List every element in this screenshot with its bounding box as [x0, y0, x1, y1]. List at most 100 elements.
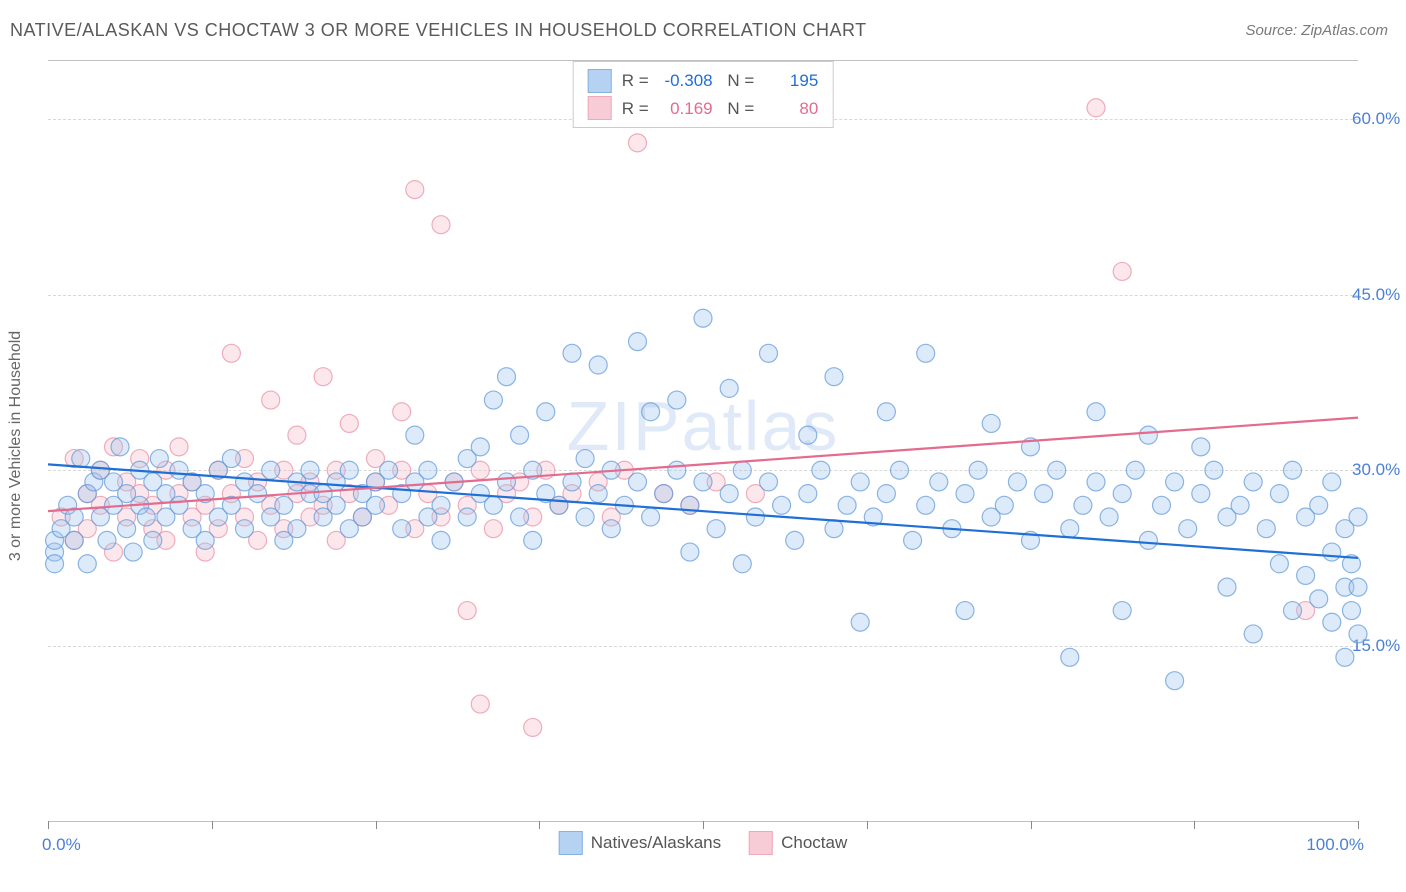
scatter-point-natives [498, 473, 516, 491]
x-tick [1194, 821, 1195, 829]
scatter-point-natives [1205, 461, 1223, 479]
y-axis-label: 3 or more Vehicles in Household [7, 331, 25, 561]
x-tick-label-min: 0.0% [42, 835, 81, 855]
scatter-point-natives [1231, 496, 1249, 514]
scatter-point-natives [1270, 555, 1288, 573]
scatter-point-natives [563, 344, 581, 362]
scatter-point-natives [1349, 625, 1367, 643]
scatter-point-natives [484, 496, 502, 514]
scatter-point-natives [1323, 543, 1341, 561]
scatter-point-natives [629, 333, 647, 351]
scatter-point-natives [1310, 590, 1328, 608]
scatter-point-natives [1257, 520, 1275, 538]
scatter-point-natives [484, 391, 502, 409]
y-tick-label: 45.0% [1352, 285, 1406, 305]
x-tick [48, 821, 49, 829]
scatter-point-choctaw [1113, 262, 1131, 280]
scatter-point-natives [655, 485, 673, 503]
scatter-point-natives [917, 344, 935, 362]
stat-n-choctaw: 80 [764, 96, 818, 122]
scatter-point-natives [930, 473, 948, 491]
scatter-point-choctaw [484, 520, 502, 538]
correlation-stats-box: R = -0.308 N = 195 R = 0.169 N = 80 [573, 61, 834, 128]
scatter-point-choctaw [314, 368, 332, 386]
legend-bottom: Natives/Alaskans Choctaw [559, 831, 848, 855]
x-tick-label-max: 100.0% [1306, 835, 1364, 855]
scatter-point-natives [236, 520, 254, 538]
scatter-point-natives [1218, 578, 1236, 596]
scatter-point-natives [1349, 578, 1367, 596]
scatter-point-natives [406, 426, 424, 444]
scatter-point-natives [1336, 648, 1354, 666]
scatter-point-natives [733, 555, 751, 573]
scatter-point-natives [432, 531, 450, 549]
scatter-point-natives [1270, 485, 1288, 503]
scatter-point-natives [825, 520, 843, 538]
scatter-point-natives [1166, 672, 1184, 690]
scatter-point-choctaw [432, 216, 450, 234]
scatter-point-choctaw [288, 426, 306, 444]
scatter-point-natives [668, 391, 686, 409]
scatter-point-natives [629, 473, 647, 491]
scatter-point-natives [196, 531, 214, 549]
scatter-point-natives [1153, 496, 1171, 514]
scatter-point-natives [838, 496, 856, 514]
scatter-point-natives [458, 508, 476, 526]
scatter-point-natives [917, 496, 935, 514]
scatter-point-natives [65, 531, 83, 549]
scatter-point-natives [524, 531, 542, 549]
scatter-point-natives [1061, 520, 1079, 538]
scatter-point-natives [1244, 625, 1262, 643]
legend-swatch-natives [559, 831, 583, 855]
scatter-point-natives [851, 473, 869, 491]
stat-n-natives: 195 [764, 68, 818, 94]
scatter-point-natives [1192, 438, 1210, 456]
swatch-choctaw [588, 96, 612, 120]
scatter-point-natives [1139, 426, 1157, 444]
scatter-point-natives [340, 461, 358, 479]
scatter-point-natives [78, 555, 96, 573]
scatter-point-natives [877, 403, 895, 421]
scatter-point-natives [891, 461, 909, 479]
x-tick [867, 821, 868, 829]
scatter-point-natives [982, 414, 1000, 432]
scatter-point-natives [1048, 461, 1066, 479]
scatter-point-natives [707, 520, 725, 538]
scatter-point-natives [1035, 485, 1053, 503]
stat-n-label: N = [723, 68, 755, 94]
scatter-point-natives [1074, 496, 1092, 514]
stat-r-label: R = [622, 96, 649, 122]
stat-n-label: N = [723, 96, 755, 122]
stat-r-choctaw: 0.169 [659, 96, 713, 122]
scatter-point-natives [471, 438, 489, 456]
scatter-point-natives [511, 508, 529, 526]
scatter-point-natives [773, 496, 791, 514]
scatter-point-natives [1008, 473, 1026, 491]
scatter-point-natives [1297, 566, 1315, 584]
scatter-point-natives [720, 379, 738, 397]
scatter-point-choctaw [629, 134, 647, 152]
x-tick [703, 821, 704, 829]
scatter-point-natives [786, 531, 804, 549]
scatter-point-natives [393, 520, 411, 538]
scatter-point-natives [1126, 461, 1144, 479]
plot-area: ZIPatlas 15.0%30.0%45.0%60.0% R = -0.308… [48, 60, 1358, 822]
scatter-point-natives [1284, 461, 1302, 479]
scatter-point-natives [760, 473, 778, 491]
scatter-point-natives [799, 426, 817, 444]
scatter-point-natives [1100, 508, 1118, 526]
scatter-point-choctaw [471, 695, 489, 713]
scatter-point-natives [642, 403, 660, 421]
scatter-point-natives [98, 531, 116, 549]
scatter-point-natives [380, 461, 398, 479]
scatter-point-natives [111, 438, 129, 456]
x-tick [539, 821, 540, 829]
scatter-point-natives [327, 496, 345, 514]
scatter-point-natives [589, 356, 607, 374]
scatter-point-natives [1139, 531, 1157, 549]
scatter-point-natives [222, 450, 240, 468]
scatter-point-natives [1323, 473, 1341, 491]
scatter-point-natives [563, 473, 581, 491]
stats-row-choctaw: R = 0.169 N = 80 [588, 96, 819, 122]
scatter-point-natives [1192, 485, 1210, 503]
